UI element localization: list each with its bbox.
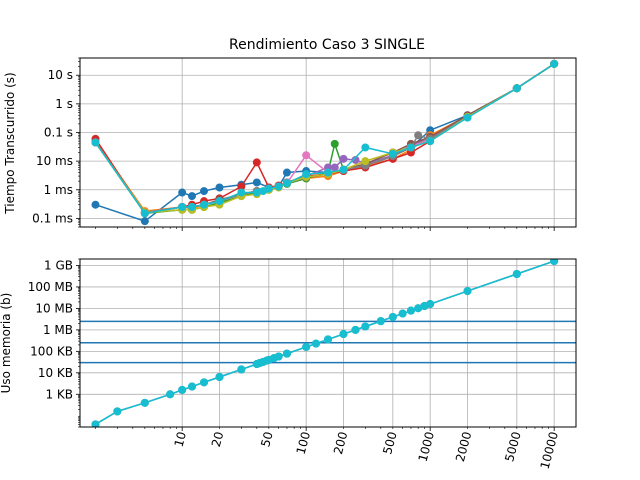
memory-data-point-overlay bbox=[302, 342, 311, 351]
time-data-point bbox=[330, 163, 339, 172]
time-data-point bbox=[140, 217, 149, 226]
memory-data-point-overlay bbox=[237, 365, 246, 374]
memory-data-point-overlay bbox=[376, 317, 385, 326]
time-y-tick-label: 0.1 ms bbox=[32, 211, 73, 225]
time-data-point bbox=[550, 59, 559, 68]
time-data-point bbox=[324, 168, 332, 177]
time-data-point bbox=[512, 84, 521, 93]
memory-data-point-overlay bbox=[351, 325, 360, 334]
time-data-point bbox=[264, 184, 273, 193]
memory-y-tick-label: 10 KB bbox=[38, 366, 73, 380]
time-plot-area bbox=[91, 59, 559, 226]
memory-data-point-overlay bbox=[166, 390, 175, 399]
memory-data-point-overlay bbox=[324, 335, 332, 344]
memory-data-point-overlay bbox=[512, 270, 521, 279]
time-data-point bbox=[330, 139, 339, 148]
memory-x-tick-label: 200 bbox=[331, 430, 350, 456]
time-data-point bbox=[463, 113, 472, 122]
memory-y-tick-label: 1 MB bbox=[43, 323, 73, 337]
time-data-point bbox=[237, 182, 246, 191]
memory-data-point-overlay bbox=[414, 304, 423, 313]
time-data-point bbox=[406, 143, 415, 152]
time-y-axis-label: Tiempo Transcurrido (s) bbox=[3, 72, 17, 214]
memory-y-tick-label: 1 KB bbox=[45, 387, 73, 401]
time-data-point bbox=[178, 188, 187, 197]
memory-data-point-overlay bbox=[140, 398, 149, 407]
memory-data-point-overlay bbox=[200, 378, 208, 387]
memory-x-tick-label: 10 bbox=[172, 430, 189, 448]
time-data-point bbox=[414, 131, 423, 140]
time-data-point bbox=[302, 151, 311, 160]
time-y-tick-label: 10 ms bbox=[36, 154, 73, 168]
time-data-point bbox=[426, 137, 435, 146]
time-y-tick-label: 10 s bbox=[48, 68, 73, 82]
time-data-point bbox=[361, 157, 370, 166]
time-axes: 10 s 1 s 0.1 s 10 ms 1 ms 0.1 ms bbox=[32, 57, 577, 231]
memory-x-tick-label: 20 bbox=[209, 430, 226, 448]
memory-axes: 1 GB 100 MB 10 MB 1 MB 100 KB 10 KB 1 KB 10 20 50… bbox=[28, 258, 577, 471]
memory-data-point-overlay bbox=[426, 300, 435, 309]
memory-plot-area bbox=[91, 259, 559, 427]
time-data-point bbox=[237, 188, 246, 197]
time-data-point bbox=[274, 182, 283, 191]
memory-y-tick-label: 100 KB bbox=[30, 344, 73, 358]
time-data-point bbox=[339, 165, 348, 174]
memory-data-point-overlay bbox=[339, 330, 348, 339]
memory-axes-frame bbox=[79, 258, 577, 428]
time-data-point bbox=[91, 138, 100, 147]
memory-y-tick-label: 100 MB bbox=[28, 280, 73, 294]
time-y-tick-label: 1 s bbox=[55, 97, 73, 111]
chart-title: Rendimiento Caso 3 SINGLE bbox=[229, 37, 425, 53]
time-data-point bbox=[302, 170, 311, 179]
memory-data-point-overlay bbox=[406, 306, 415, 315]
memory-data-point-overlay bbox=[187, 382, 196, 391]
time-data-point bbox=[187, 192, 196, 201]
memory-data-point-overlay bbox=[463, 287, 472, 296]
time-data-point bbox=[91, 200, 100, 209]
time-data-point bbox=[252, 178, 261, 187]
memory-data-point-overlay bbox=[113, 407, 122, 416]
time-axes-frame bbox=[79, 57, 577, 228]
memory-y-tick-label: 10 MB bbox=[35, 301, 73, 315]
time-data-point bbox=[200, 187, 208, 196]
time-data-point bbox=[282, 168, 291, 177]
memory-data-point-overlay bbox=[550, 259, 559, 266]
time-data-point bbox=[140, 209, 149, 218]
memory-data-point-overlay bbox=[361, 322, 370, 331]
time-data-point bbox=[252, 158, 261, 167]
memory-data-point-overlay bbox=[178, 385, 187, 394]
memory-data-point-overlay bbox=[215, 372, 224, 381]
memory-data-point-overlay bbox=[282, 349, 291, 358]
time-data-point bbox=[200, 200, 208, 209]
time-data-point bbox=[361, 143, 370, 152]
memory-x-tick-label: 50 bbox=[258, 430, 275, 448]
time-data-point bbox=[178, 202, 187, 211]
memory-data-point-overlay bbox=[91, 420, 100, 427]
time-y-tick-label: 1 ms bbox=[44, 183, 73, 197]
time-series-line bbox=[94, 63, 555, 215]
memory-y-axis-label: Uso memoria (b) bbox=[0, 293, 13, 394]
memory-data-point-overlay bbox=[398, 309, 407, 318]
memory-x-tick-label: 500 bbox=[380, 430, 399, 456]
time-data-point bbox=[187, 202, 196, 211]
time-data-point bbox=[388, 149, 397, 158]
memory-data-point-overlay bbox=[311, 339, 320, 348]
time-data-point bbox=[282, 179, 291, 188]
time-y-tick-label: 0.1 s bbox=[44, 125, 73, 139]
time-data-point bbox=[339, 154, 348, 163]
memory-data-point-overlay bbox=[388, 312, 397, 321]
time-data-point bbox=[351, 155, 360, 164]
time-data-point bbox=[215, 183, 224, 192]
time-data-point bbox=[215, 197, 224, 206]
time-data-point bbox=[252, 188, 261, 197]
memory-x-tick-label: 100 bbox=[294, 430, 313, 456]
memory-data-point-overlay bbox=[274, 352, 283, 361]
memory-y-tick-label: 1 GB bbox=[44, 258, 73, 272]
